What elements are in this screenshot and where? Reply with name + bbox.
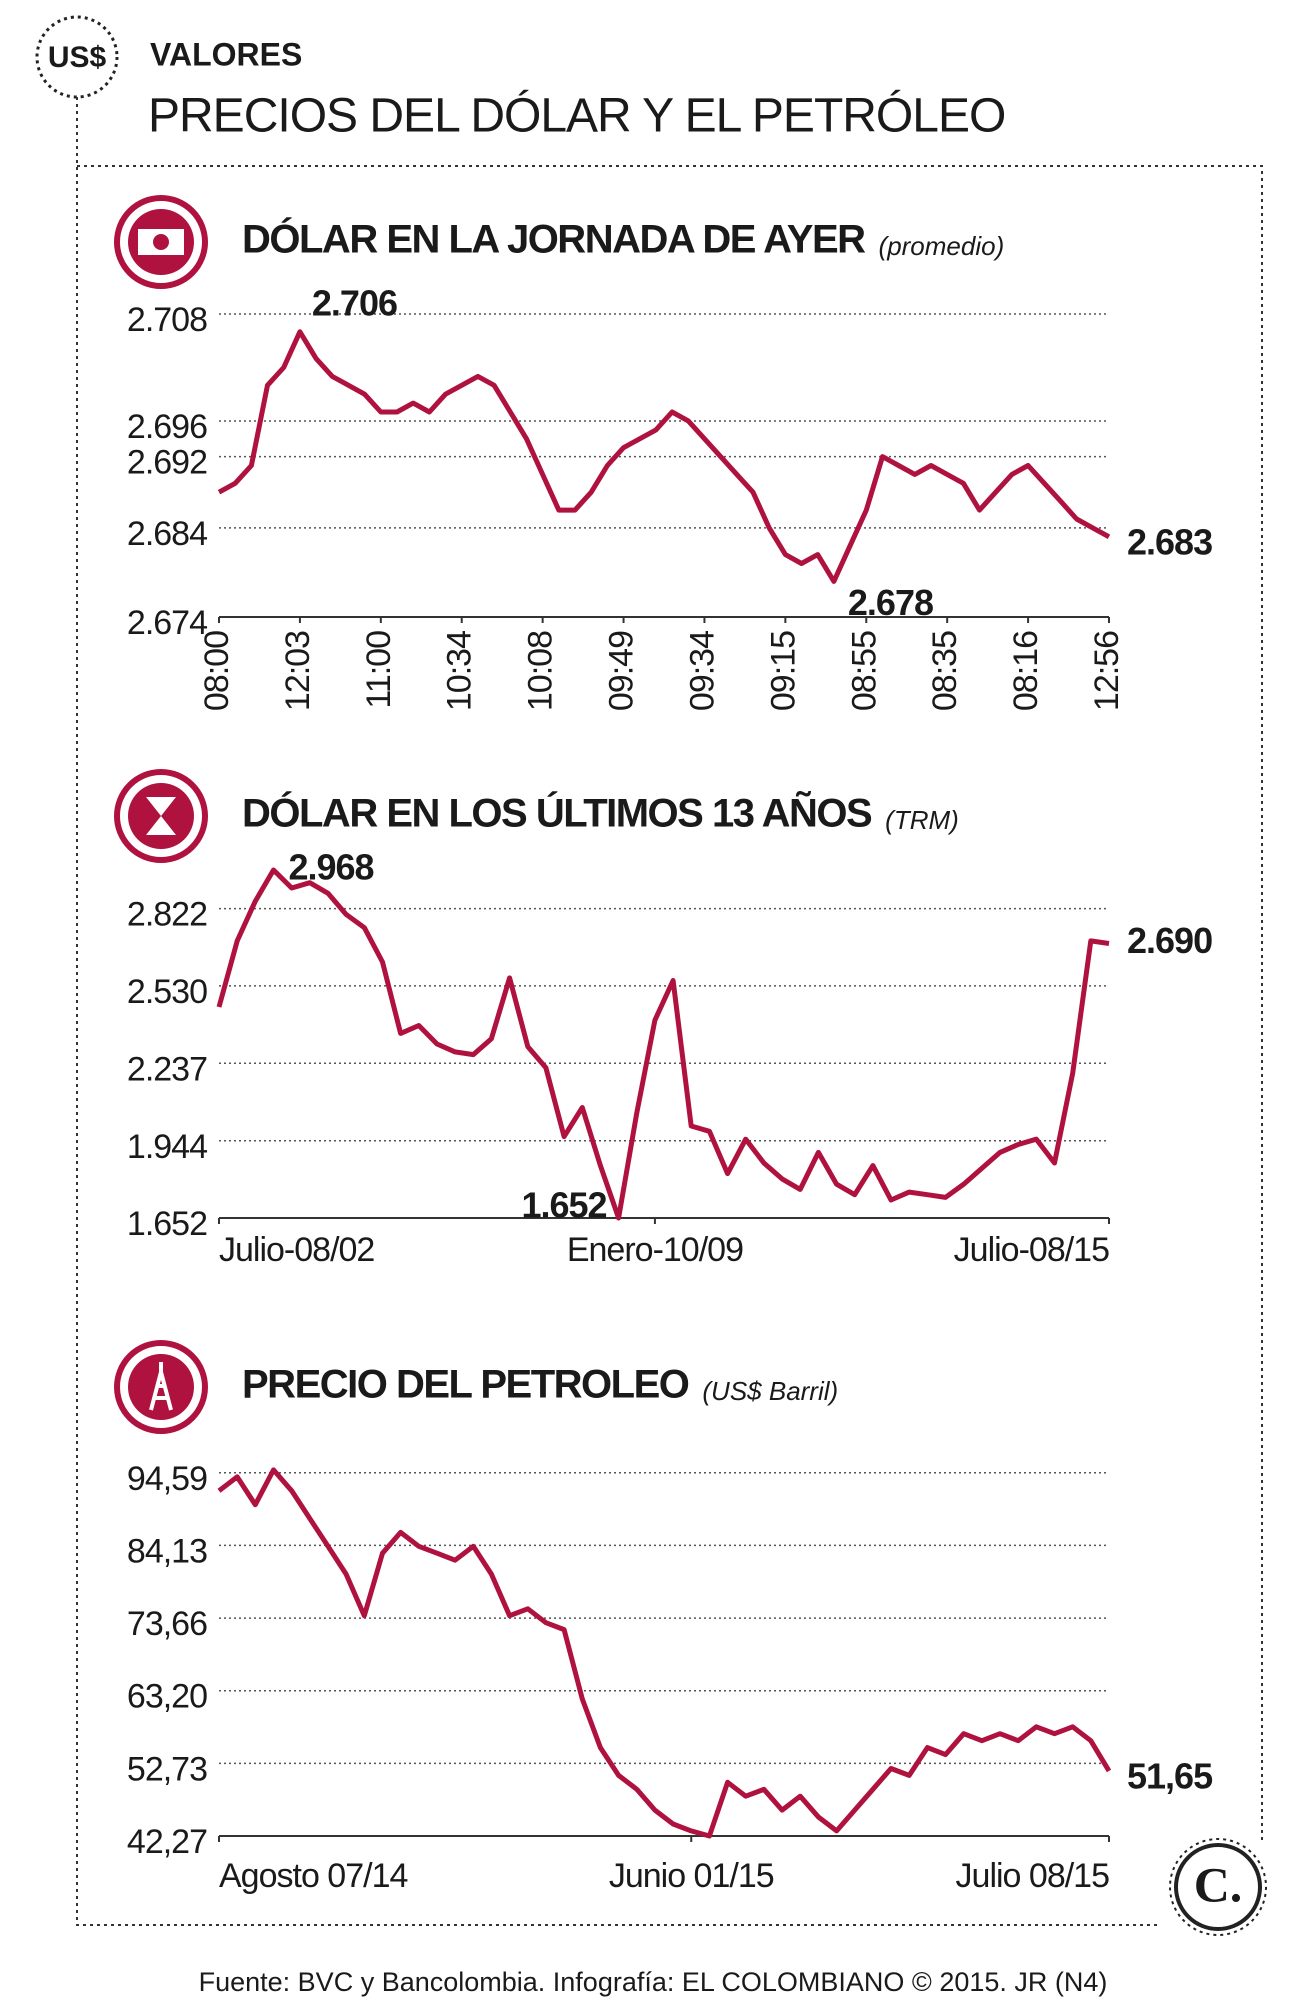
y-tick-label: 2.692 bbox=[127, 444, 207, 482]
y-tick-label: 1.652 bbox=[127, 1205, 207, 1243]
x-tick-label: 08:35 bbox=[926, 631, 964, 711]
annotation: 1.652 bbox=[521, 1185, 606, 1226]
icon-money bbox=[114, 195, 208, 289]
x-tick-label: 08:00 bbox=[198, 631, 236, 711]
annotation: 2.690 bbox=[1127, 920, 1212, 961]
logo-text: US$ bbox=[48, 41, 107, 74]
x-tick-label: 09:34 bbox=[683, 631, 721, 711]
data-line bbox=[217, 1467, 1112, 1839]
brand-logo-text: C. bbox=[1194, 1856, 1243, 1912]
x-tick-label: 10:08 bbox=[522, 631, 560, 711]
x-tick-label: 10:34 bbox=[441, 631, 479, 711]
y-tick-label: 2.237 bbox=[127, 1050, 207, 1088]
annotation: 51,65 bbox=[1127, 1755, 1213, 1796]
chart-subtitle: (TRM) bbox=[885, 805, 959, 835]
x-tick-label: Enero-10/09 bbox=[567, 1231, 743, 1269]
x-tick-label: 08:16 bbox=[1007, 631, 1045, 711]
annotation: 2.968 bbox=[288, 847, 373, 888]
data-line bbox=[217, 329, 1111, 584]
footer: Fuente: BVC y Bancolombia. Infografía: E… bbox=[199, 1967, 1108, 1997]
y-tick-label: 1.944 bbox=[127, 1128, 207, 1166]
chart-title: DÓLAR EN LOS ÚLTIMOS 13 AÑOS bbox=[242, 790, 872, 836]
chart-title: DÓLAR EN LA JORNADA DE AYER bbox=[242, 216, 866, 262]
y-tick-label: 63,20 bbox=[127, 1678, 207, 1716]
y-tick-label: 84,13 bbox=[127, 1532, 207, 1570]
annotation: 2.706 bbox=[312, 282, 397, 323]
data-line bbox=[216, 867, 1110, 1221]
y-tick-label: 2.696 bbox=[127, 408, 207, 446]
y-tick-label: 52,73 bbox=[127, 1750, 207, 1788]
frame bbox=[76, 97, 1263, 1926]
annotation: 2.678 bbox=[848, 582, 933, 623]
annotation: 2.683 bbox=[1127, 521, 1212, 562]
x-tick-label: Agosto 07/14 bbox=[219, 1857, 407, 1895]
x-tick-label: 09:49 bbox=[603, 631, 641, 711]
section-label: VALORES bbox=[150, 36, 302, 72]
x-tick-label: Julio-08/02 bbox=[219, 1231, 374, 1269]
x-tick-label: 09:15 bbox=[764, 631, 802, 711]
y-tick-label: 73,66 bbox=[127, 1605, 207, 1643]
main-title: PRECIOS DEL DÓLAR Y EL PETRÓLEO bbox=[148, 89, 1005, 143]
chart-subtitle: (US$ Barril) bbox=[702, 1376, 838, 1406]
y-tick-label: 2.674 bbox=[127, 604, 207, 642]
chart-title: PRECIO DEL PETROLEO bbox=[242, 1363, 689, 1407]
y-tick-label: 94,59 bbox=[127, 1460, 207, 1498]
icon-hourglass bbox=[114, 769, 208, 863]
x-tick-label: Junio 01/15 bbox=[609, 1857, 774, 1895]
y-tick-label: 2.530 bbox=[127, 973, 207, 1011]
y-tick-label: 2.708 bbox=[127, 301, 207, 339]
x-tick-label: 11:00 bbox=[360, 631, 398, 709]
x-tick-label: 12:03 bbox=[279, 631, 317, 711]
brand-logo bbox=[1169, 1838, 1267, 1936]
chart-subtitle: (promedio) bbox=[879, 231, 1005, 261]
y-tick-label: 2.822 bbox=[127, 896, 207, 934]
y-tick-label: 2.684 bbox=[127, 515, 207, 553]
x-tick-label: 12:56 bbox=[1088, 631, 1126, 711]
logo-ring bbox=[35, 15, 119, 99]
icon-oil bbox=[114, 1340, 208, 1434]
x-tick-label: 08:55 bbox=[845, 631, 883, 711]
x-tick-label: Julio-08/15 bbox=[954, 1231, 1109, 1269]
y-tick-label: 42,27 bbox=[127, 1823, 207, 1861]
x-tick-label: Julio 08/15 bbox=[956, 1857, 1110, 1895]
